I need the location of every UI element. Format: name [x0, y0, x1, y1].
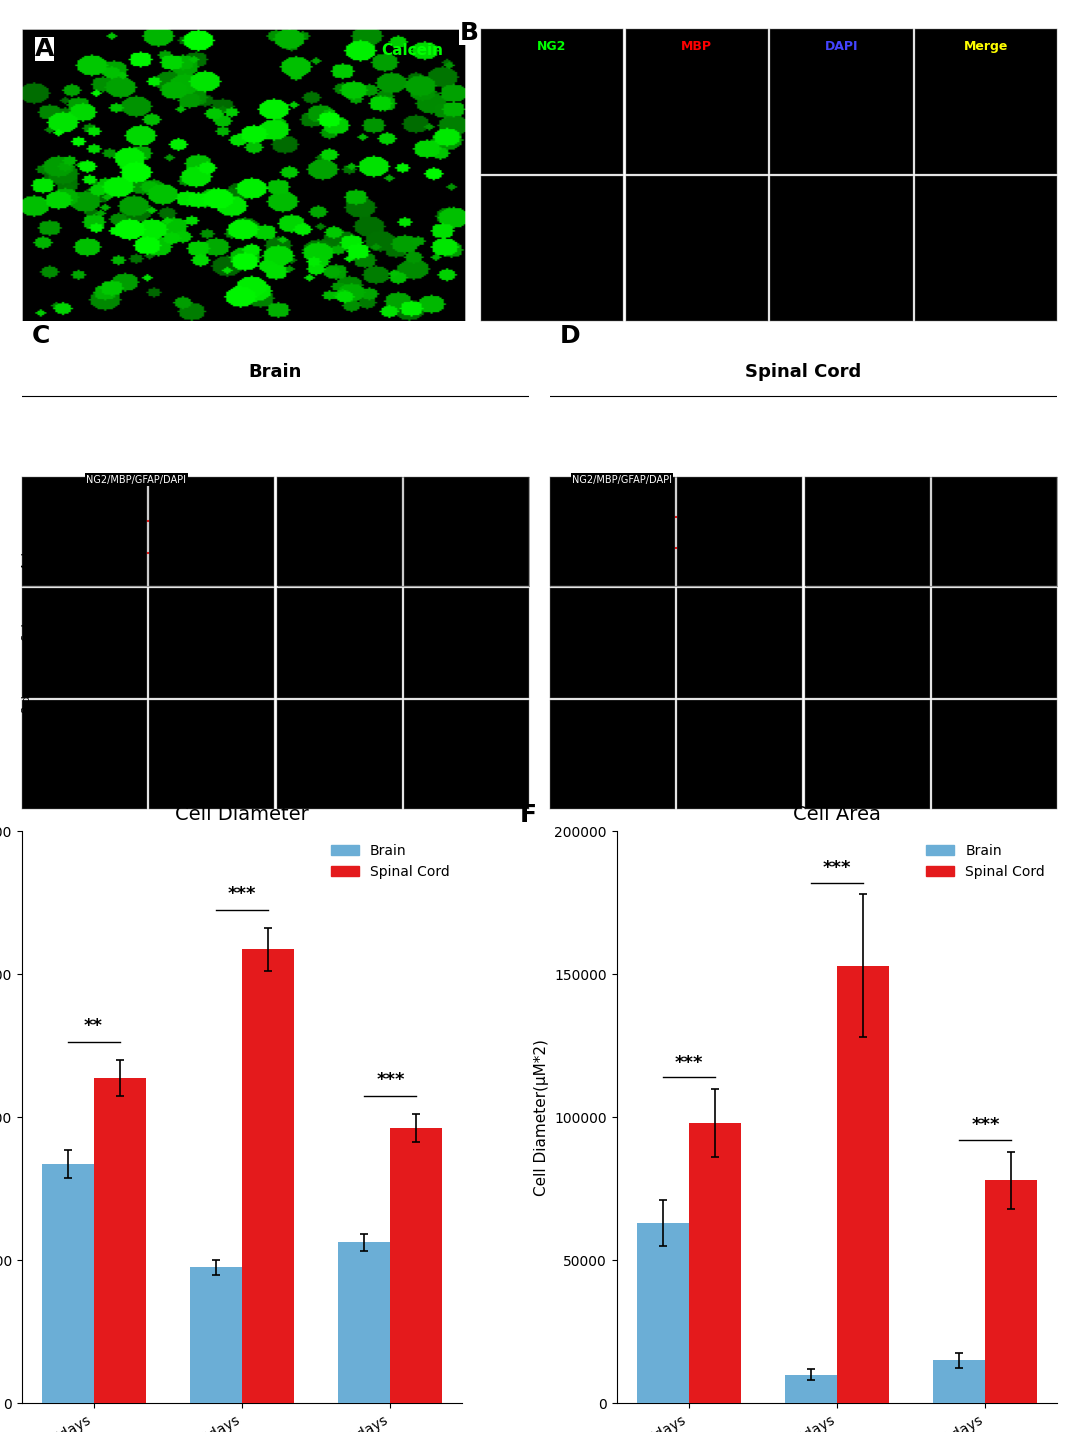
Text: Brain: Brain [249, 364, 302, 381]
Text: DAPI: DAPI [824, 40, 858, 53]
Text: Calcein: Calcein [381, 43, 443, 59]
Text: B: B [460, 21, 478, 46]
Legend: Brain, Spinal Cord: Brain, Spinal Cord [326, 838, 455, 885]
Text: D: D [560, 324, 581, 348]
Y-axis label: Cell Diameter(µM*2): Cell Diameter(µM*2) [534, 1038, 549, 1196]
Bar [786, 1375, 837, 1403]
Text: NG2: NG2 [537, 40, 566, 53]
Text: 6 days: 6 days [22, 604, 32, 642]
Text: A: A [35, 37, 54, 62]
Bar [190, 1267, 242, 1403]
Bar [94, 1078, 146, 1403]
Bar [242, 949, 293, 1403]
Text: Merge: Merge [965, 40, 1009, 53]
Bar [42, 1164, 94, 1403]
Bar [625, 517, 688, 548]
Text: ***: *** [823, 859, 851, 876]
Bar [339, 1243, 391, 1403]
Bar [637, 1223, 688, 1403]
Legend: Brain, Spinal Cord: Brain, Spinal Cord [920, 838, 1051, 885]
Text: Spinal Cord: Spinal Cord [746, 364, 862, 381]
Bar [391, 1128, 442, 1403]
Text: C: C [31, 324, 50, 348]
Text: 8 days: 8 days [22, 676, 32, 713]
Text: NG2/MBP/GFAP/DAPI: NG2/MBP/GFAP/DAPI [86, 475, 187, 484]
Text: NG2/MBP/GFAP/DAPI: NG2/MBP/GFAP/DAPI [572, 475, 672, 484]
Bar [688, 1123, 740, 1403]
Text: ***: *** [971, 1117, 999, 1134]
Text: F: F [520, 803, 536, 826]
Title: Cell Diameter: Cell Diameter [175, 805, 309, 825]
Bar [933, 1360, 985, 1403]
Bar [97, 521, 160, 553]
Text: ***: *** [377, 1071, 405, 1088]
Text: 4 days: 4 days [22, 533, 32, 570]
Bar [985, 1180, 1037, 1403]
Text: MBP: MBP [681, 40, 712, 53]
Text: ***: *** [228, 885, 256, 902]
Title: Cell Area: Cell Area [793, 805, 880, 825]
Text: **: ** [84, 1017, 104, 1035]
Text: ***: *** [674, 1054, 702, 1071]
Bar [837, 965, 889, 1403]
